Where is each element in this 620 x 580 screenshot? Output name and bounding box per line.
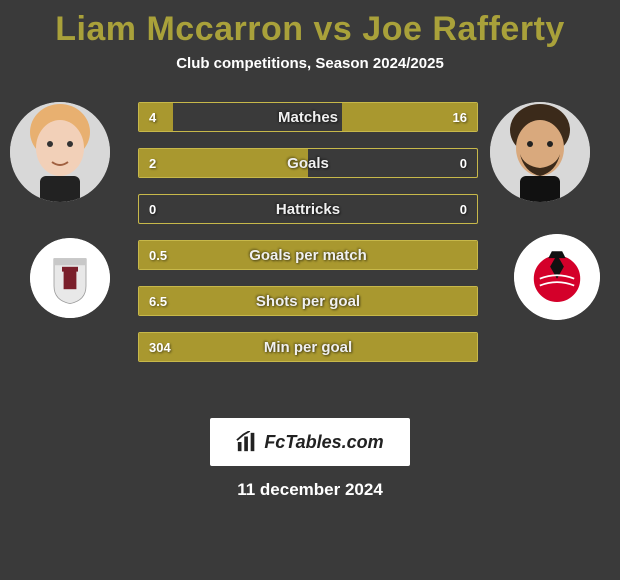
stat-row: Hattricks0 0 [138, 194, 478, 224]
stat-row: Matches4 16 [138, 102, 478, 132]
page-title: Liam Mccarron vs Joe Rafferty [0, 0, 620, 49]
subtitle: Club competitions, Season 2024/2025 [0, 55, 620, 72]
stat-bars: Matches416Goals20Hattricks00Goals per ma… [138, 102, 478, 378]
branding-text: FcTables.com [264, 432, 383, 453]
stat-value-left: 304 [149, 333, 171, 361]
stat-row: Goals per match0.5 [138, 240, 478, 270]
stat-value-left: 0.5 [149, 241, 167, 269]
branding-badge: FcTables.com [210, 418, 410, 466]
stat-value-left: 2 [149, 149, 156, 177]
stat-row: Shots per goal6.5 [138, 286, 478, 316]
title-vs: vs [314, 10, 353, 48]
stat-value-left: 0 [149, 195, 156, 223]
stat-value-right: 16 [453, 103, 467, 131]
chart-icon [236, 431, 258, 453]
title-player1: Liam Mccarron [55, 10, 303, 48]
stat-value-right: 0 [460, 149, 467, 177]
stat-label: Goals [139, 149, 477, 177]
stat-label: Min per goal [139, 333, 477, 361]
stat-value-left: 4 [149, 103, 156, 131]
stat-label: Shots per goal [139, 287, 477, 315]
stat-label: Hattricks [139, 195, 477, 223]
stat-label: Goals per match [139, 241, 477, 269]
player1-avatar [10, 102, 110, 202]
player2-avatar [490, 102, 590, 202]
stat-label: Matches [139, 103, 477, 131]
date-text: 11 december 2024 [0, 480, 620, 500]
player1-club-crest [30, 238, 110, 318]
stat-value-left: 6.5 [149, 287, 167, 315]
stat-row: Min per goal304 [138, 332, 478, 362]
title-player2: Joe Rafferty [362, 10, 565, 48]
stat-row: Goals2 0 [138, 148, 478, 178]
player2-club-crest [514, 234, 600, 320]
stat-value-right: 0 [460, 195, 467, 223]
